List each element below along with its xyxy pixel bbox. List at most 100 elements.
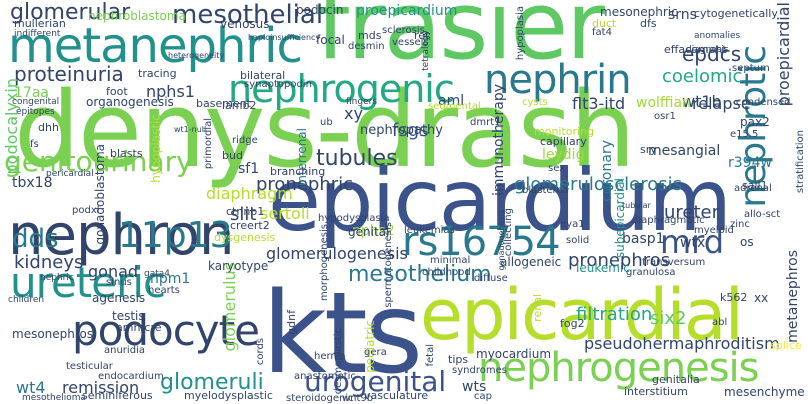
word-nphs1: nphs1 bbox=[146, 82, 195, 101]
word-aml: aml bbox=[438, 93, 465, 109]
word-anastomotic: anastomotic bbox=[294, 371, 356, 382]
word-leydig: leydig bbox=[542, 147, 585, 163]
word-blasts: blasts bbox=[110, 147, 143, 160]
word-effacement: effacement bbox=[664, 43, 727, 56]
word-flt3-itd: flt3-itd bbox=[572, 94, 626, 113]
word-diagnosis: diagnosis bbox=[686, 45, 729, 55]
word-kidneys: kidneys bbox=[14, 252, 84, 273]
word-nephroblastoma: nephroblastoma bbox=[88, 9, 186, 23]
word-segmental: segmental bbox=[428, 101, 481, 112]
word-r394w: r394w bbox=[728, 155, 772, 171]
word-coronary: coronary bbox=[599, 140, 615, 202]
word-epdcs: epdcs bbox=[682, 42, 742, 66]
word-mesangial: mesangial bbox=[648, 143, 721, 159]
word-kts: kts bbox=[262, 269, 423, 399]
word-ureter: ureter bbox=[664, 202, 720, 223]
word-adrenal: adrenal bbox=[734, 183, 772, 194]
word-eya1: eya1 bbox=[560, 219, 585, 230]
word-genitalia: genitalia bbox=[652, 373, 700, 386]
word-podxl: podxl bbox=[72, 205, 100, 216]
word-pax2: pax2 bbox=[740, 115, 770, 129]
word-xx: xx bbox=[754, 291, 769, 305]
word-filtration: filtration bbox=[576, 304, 653, 325]
word-testis: testis bbox=[112, 309, 145, 323]
word-bilateral: bilateral bbox=[240, 69, 286, 82]
word-dhh: dhh bbox=[38, 121, 59, 134]
word-hypoplasia: hypoplasia bbox=[515, 6, 526, 61]
word-testicular: testicular bbox=[66, 361, 113, 372]
word-myocardium: myocardium bbox=[476, 347, 552, 361]
word-capillary: capillary bbox=[540, 135, 587, 148]
word-glomerular: glomerular bbox=[10, 0, 131, 25]
word-anomalies: anomalies bbox=[694, 31, 741, 41]
word-metanephros: metanephros bbox=[785, 250, 801, 343]
word-sf1: sf1 bbox=[238, 161, 260, 177]
word-synaptopodin: synaptopodin bbox=[244, 79, 312, 90]
word-metanephric: metanephric bbox=[8, 18, 303, 74]
word-childhood: childhood bbox=[422, 267, 471, 278]
word-focal: focal bbox=[316, 33, 345, 47]
word-haploinsufficiency: haploinsufficiency bbox=[248, 33, 321, 42]
word-ub: ub bbox=[320, 117, 333, 128]
word-glomeruli: glomeruli bbox=[160, 370, 264, 395]
word-tubular: tubular bbox=[622, 201, 651, 210]
word-desmin: desmin bbox=[348, 41, 385, 52]
word-minimal: minimal bbox=[430, 255, 471, 266]
word-venosus: venosus bbox=[220, 17, 270, 31]
word-wnt9b: wnt9b bbox=[342, 393, 374, 404]
word-proepicardium: proepicardium bbox=[356, 3, 458, 19]
word-foot: foot bbox=[106, 85, 128, 98]
word-organogenesis: organogenesis bbox=[86, 95, 174, 109]
word-pronephros: pronephros bbox=[568, 250, 671, 271]
word-genitourinary: genitourinary bbox=[4, 145, 193, 178]
word-dds: dds bbox=[12, 224, 59, 254]
word-rs16754: rs16754 bbox=[402, 219, 561, 265]
word-cysts: cysts bbox=[522, 97, 548, 108]
word-17aa: 17aa bbox=[14, 85, 49, 101]
word-septum: septum bbox=[732, 63, 770, 74]
word-nephrin: nephrin bbox=[484, 57, 632, 103]
word-coelomic: coelomic bbox=[662, 66, 743, 87]
word-sall1: sall1 bbox=[742, 179, 768, 192]
word-congenital: congenital bbox=[12, 97, 60, 107]
word-basp1: basp1 bbox=[622, 231, 665, 247]
word-myeloid: myeloid bbox=[694, 225, 734, 236]
word-mesothelioma: mesothelioma bbox=[22, 393, 87, 403]
word-spermatogenesis: spermatogenesis bbox=[383, 222, 394, 308]
word-sex: sex bbox=[548, 163, 566, 174]
word-pronephric: pronephric bbox=[256, 174, 354, 195]
word-dfs: dfs bbox=[640, 17, 657, 30]
word-gonadogenesis: gonadogenesis bbox=[497, 210, 506, 271]
word-steroidogenic: steroidogenic bbox=[286, 393, 354, 404]
word-dmrt1: dmrt1 bbox=[470, 117, 501, 128]
word-ctnnb1: ctnnb1 bbox=[226, 205, 265, 218]
word-srns: srns bbox=[668, 7, 697, 23]
word-wtx: wtx bbox=[680, 235, 706, 251]
word-pseudohermaphroditism: pseudohermaphroditism bbox=[584, 334, 780, 353]
word-ret: ret bbox=[414, 29, 430, 42]
word-tracing: tracing bbox=[138, 67, 177, 80]
word-mds: mds bbox=[358, 29, 382, 42]
word-amh-cre: amh-cre bbox=[116, 321, 162, 334]
word-gonad: gonad bbox=[88, 262, 139, 281]
word-fsgs: fsgs bbox=[392, 120, 429, 141]
word-hypoplastic: hypoplastic bbox=[149, 114, 163, 183]
word-genital: genital bbox=[348, 225, 390, 239]
word-fog2: fog2 bbox=[560, 317, 585, 330]
word-fs: fs bbox=[30, 139, 39, 150]
word-hypodysplasia: hypodysplasia bbox=[318, 213, 390, 224]
word-pericardial: pericardial bbox=[46, 169, 94, 179]
word-basement: basement bbox=[196, 97, 251, 110]
word-tbx18: tbx18 bbox=[12, 175, 53, 191]
word-cytogenetically: cytogenetically bbox=[694, 7, 778, 20]
word-condensed: condensed bbox=[736, 97, 791, 108]
word-glomerulus: glomerulus bbox=[220, 262, 239, 352]
word-allogeneic: allogeneic bbox=[500, 255, 562, 269]
word-mesothelial: mesothelial bbox=[172, 0, 324, 30]
word-desmoplastic: desmoplastic bbox=[333, 328, 344, 395]
word-hearts: hearts bbox=[148, 285, 180, 296]
word-mesothelium: mesothelium bbox=[348, 262, 492, 287]
word-endocardium: endocardium bbox=[98, 371, 164, 382]
word-transversum: transversum bbox=[642, 257, 706, 268]
word-sinus: sinus bbox=[106, 277, 132, 288]
